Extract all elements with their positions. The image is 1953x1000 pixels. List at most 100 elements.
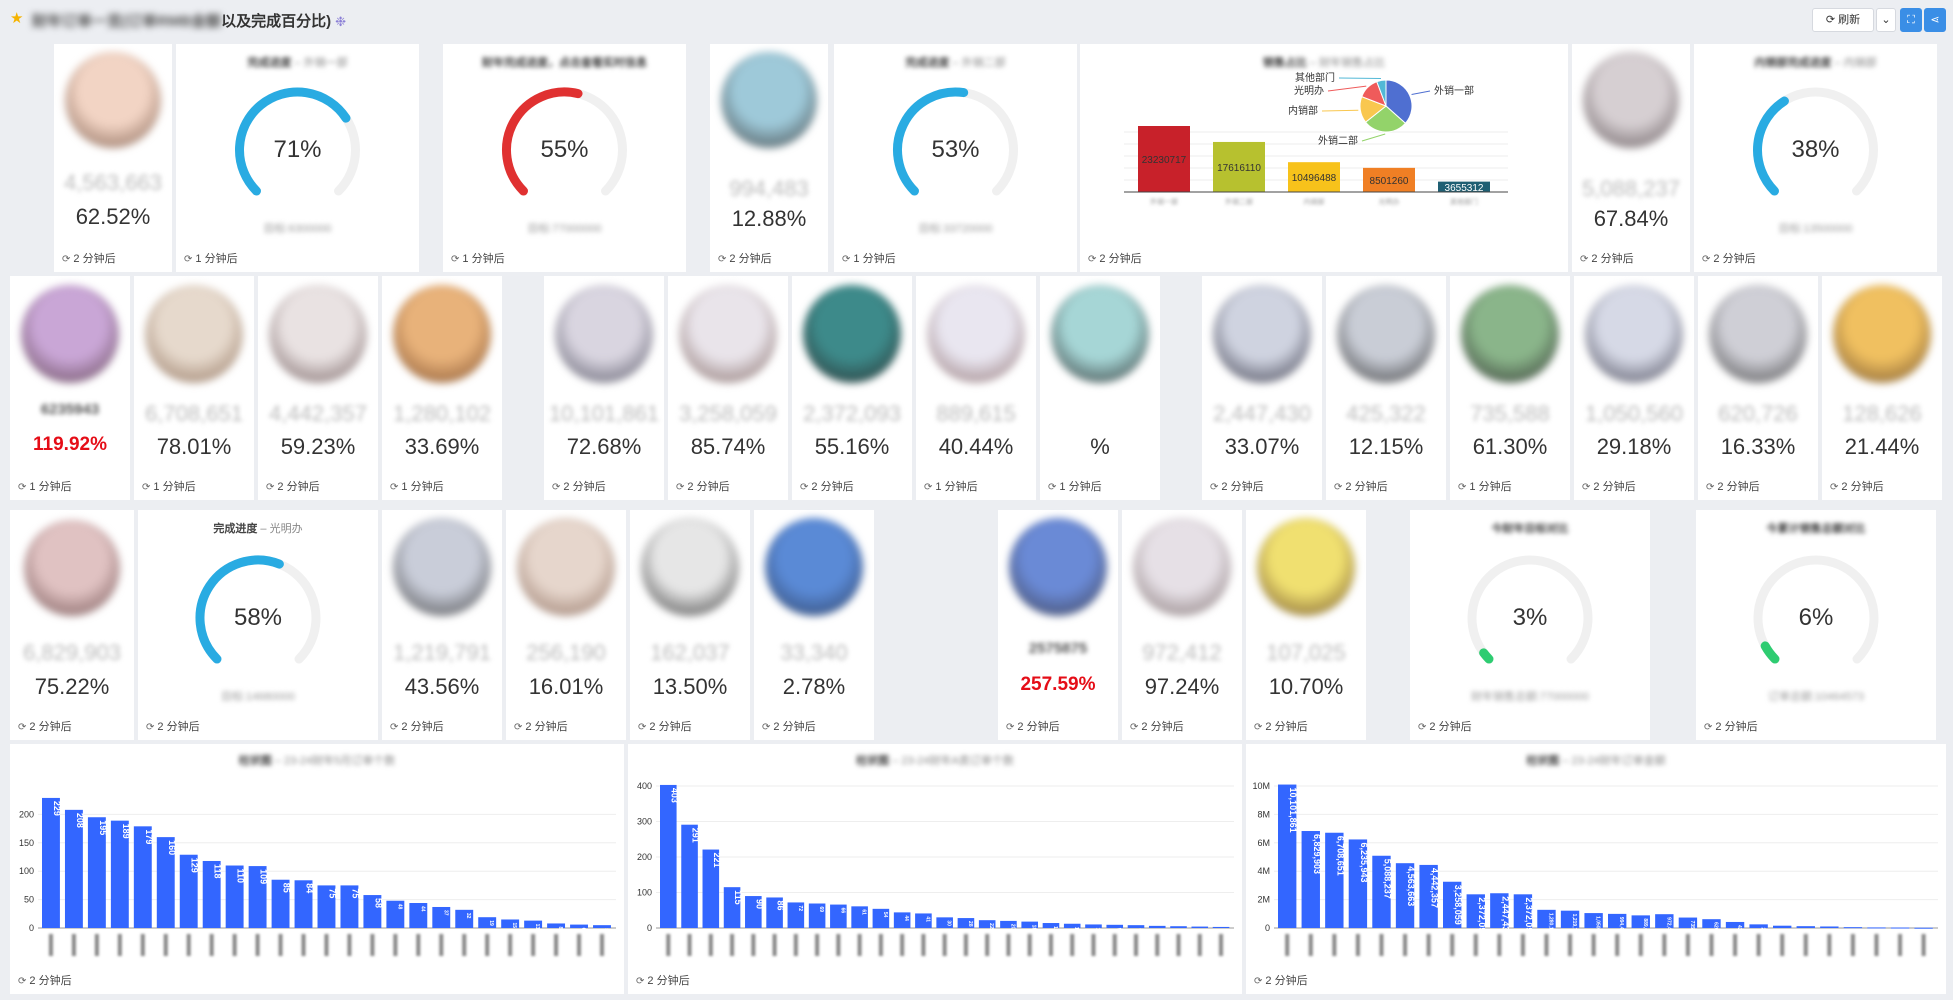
bar[interactable] — [1702, 919, 1721, 928]
gauge-card-domestic[interactable]: 内销部完成进度 – 内销部 38% 目标:13500000 ⟳ 2 分钟后 — [1694, 44, 1937, 272]
person-card[interactable]: 162,037 13.50% ⟳ 2 分钟后 — [630, 510, 750, 740]
bar[interactable] — [317, 885, 336, 928]
bar[interactable] — [1890, 927, 1910, 929]
person-card[interactable]: 620,726 16.33% ⟳ 2 分钟后 — [1698, 276, 1818, 500]
bar[interactable] — [723, 887, 741, 928]
star-icon[interactable]: ★ — [10, 10, 24, 27]
pie-slice-外销二部[interactable] — [1364, 105, 1407, 133]
bar[interactable] — [1301, 831, 1320, 928]
person-card[interactable]: 2,447,430 33.07% ⟳ 2 分钟后 — [1202, 276, 1322, 500]
bar[interactable] — [936, 917, 953, 928]
bar[interactable] — [179, 854, 198, 928]
person-card[interactable]: 128,626 21.44% ⟳ 2 分钟后 — [1822, 276, 1942, 500]
bar[interactable] — [1085, 924, 1102, 928]
gauge-card-fiscal-target[interactable]: 今财年目标对比 3% 财年销售总额:77000000 ⟳ 2 分钟后 — [1410, 510, 1650, 740]
bar[interactable] — [1000, 920, 1017, 928]
bar[interactable] — [1191, 926, 1209, 928]
bar[interactable] — [787, 902, 805, 928]
bar-chart-card[interactable]: 柱状图 – 23-24财年订单金额 0 2M 4M 6M 8M 10M 10,101,861 6… — [1246, 744, 1946, 994]
bar[interactable] — [1490, 893, 1509, 928]
bar[interactable] — [1148, 925, 1166, 928]
bar[interactable] — [1127, 925, 1145, 928]
bar[interactable] — [681, 824, 698, 928]
bar[interactable] — [271, 879, 290, 928]
person-card[interactable]: 1,219,791 43.56% ⟳ 2 分钟后 — [382, 510, 502, 740]
bar[interactable] — [1170, 926, 1187, 928]
bar[interactable] — [1021, 921, 1038, 928]
person-card[interactable]: 1,050,560 29.18% ⟳ 2 分钟后 — [1574, 276, 1694, 500]
refresh-dropdown-button[interactable]: ⌄ — [1876, 8, 1896, 32]
bar[interactable] — [830, 904, 847, 928]
bar[interactable] — [1796, 926, 1815, 928]
bar[interactable] — [409, 903, 428, 928]
gauge-card-fiscal[interactable]: 财年完成进度，点击查看实时信息 55% 目标:77000000 ⟳ 1 分钟后 — [443, 44, 686, 272]
person-card[interactable]: 6235943 119.92% ⟳ 1 分钟后 — [10, 276, 130, 500]
bar[interactable] — [386, 900, 405, 928]
bar[interactable] — [1867, 927, 1886, 929]
bar[interactable] — [1584, 913, 1603, 928]
bar[interactable] — [110, 820, 129, 928]
sales-share-card[interactable]: 销售占比 – 财年销售占比 23230717 外销一部 17616110 外销二部 104… — [1080, 44, 1568, 272]
bar[interactable] — [1843, 927, 1863, 929]
person-card[interactable]: 735,588 61.30% ⟳ 1 分钟后 — [1450, 276, 1570, 500]
bar[interactable] — [64, 809, 83, 928]
bar[interactable] — [1537, 909, 1556, 928]
bar[interactable] — [1608, 913, 1627, 928]
gauge-card-export-1[interactable]: 完成进度 – 外销一部 71% 目标:6300000 ⟳ 1 分钟后 — [176, 44, 419, 272]
person-card[interactable]: 2,372,093 55.16% ⟳ 2 分钟后 — [792, 276, 912, 500]
bar[interactable] — [1325, 832, 1344, 928]
bar[interactable] — [1631, 915, 1650, 928]
bar[interactable] — [42, 797, 60, 928]
bar[interactable] — [702, 849, 720, 928]
bar[interactable] — [524, 920, 543, 928]
person-card[interactable]: 1,280,102 33.69% ⟳ 1 分钟后 — [382, 276, 502, 500]
bar-内销部[interactable] — [1288, 162, 1340, 192]
person-card[interactable]: 33,340 2.78% ⟳ 2 分钟后 — [754, 510, 874, 740]
bar[interactable] — [766, 897, 783, 928]
bar[interactable] — [851, 906, 868, 928]
bar[interactable] — [1106, 924, 1124, 928]
person-card[interactable]: 5,088,237 67.84% ⟳ 2 分钟后 — [1572, 44, 1690, 272]
person-card[interactable]: 10,101,861 72.68% ⟳ 2 分钟后 — [544, 276, 664, 500]
bar[interactable] — [478, 917, 497, 928]
pie-slice-外销一部[interactable] — [1385, 79, 1413, 125]
bar[interactable] — [1443, 881, 1462, 928]
bar[interactable] — [87, 817, 106, 928]
bar-光明办[interactable] — [1363, 167, 1415, 192]
person-card[interactable]: 972,412 97.24% ⟳ 2 分钟后 — [1122, 510, 1242, 740]
bar[interactable] — [1773, 925, 1792, 928]
bar[interactable] — [1042, 923, 1060, 928]
bar[interactable] — [1655, 914, 1674, 928]
gauge-card-export-2[interactable]: 完成进度 – 外销二部 53% 目标:33720000 ⟳ 1 分钟后 — [834, 44, 1077, 272]
bar[interactable] — [660, 784, 677, 928]
person-card[interactable]: 107,025 10.70% ⟳ 2 分钟后 — [1246, 510, 1366, 740]
person-card[interactable]: 994,483 12.88% ⟳ 2 分钟后 — [710, 44, 828, 272]
bar[interactable] — [1372, 855, 1391, 928]
bar[interactable] — [593, 925, 611, 928]
bar[interactable] — [1348, 839, 1368, 928]
bar[interactable] — [225, 865, 244, 928]
bar[interactable] — [1749, 924, 1768, 928]
bar[interactable] — [1678, 917, 1698, 928]
bar[interactable] — [501, 919, 520, 928]
bar[interactable] — [1820, 926, 1839, 928]
person-card[interactable]: 889,615 40.44% ⟳ 1 分钟后 — [916, 276, 1036, 500]
bar[interactable] — [1278, 784, 1297, 928]
person-card[interactable]: 4,442,357 59.23% ⟳ 2 分钟后 — [258, 276, 378, 500]
bar-其他部门[interactable] — [1438, 181, 1490, 192]
bar[interactable] — [915, 913, 932, 928]
gauge-card-cumulative[interactable]: 今累计销售总额对比 6% 订单总额:10464573 ⟳ 2 分钟后 — [1696, 510, 1936, 740]
bar[interactable] — [1419, 864, 1438, 928]
person-card[interactable]: 3,258,059 85.74% ⟳ 2 分钟后 — [668, 276, 788, 500]
bar[interactable] — [1560, 910, 1580, 928]
bar[interactable] — [133, 826, 152, 928]
refresh-button[interactable]: ⟳ 刷新 — [1812, 8, 1874, 32]
bar[interactable] — [248, 866, 267, 928]
bar[interactable] — [1914, 927, 1933, 929]
bar[interactable] — [872, 908, 890, 928]
bar[interactable] — [570, 924, 588, 928]
person-card[interactable]: 256,190 16.01% ⟳ 2 分钟后 — [506, 510, 626, 740]
bar[interactable] — [1513, 894, 1533, 928]
bar[interactable] — [202, 860, 221, 928]
gauge-card-guangming[interactable]: 完成进度 – 光明办 58% 目标:14680000 ⟳ 2 分钟后 — [138, 510, 378, 740]
